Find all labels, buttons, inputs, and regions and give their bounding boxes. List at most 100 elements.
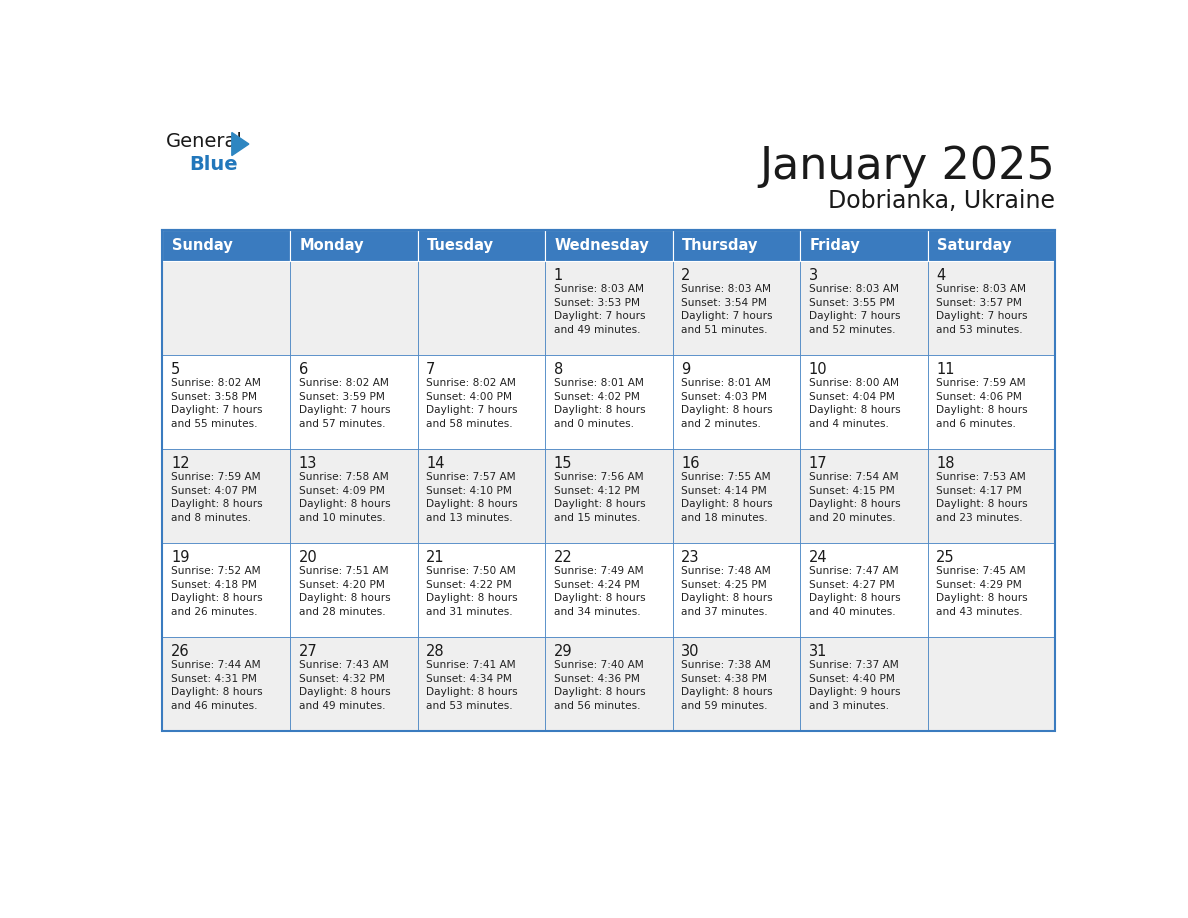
Text: Sunrise: 8:03 AM
Sunset: 3:54 PM
Daylight: 7 hours
and 51 minutes.: Sunrise: 8:03 AM Sunset: 3:54 PM Dayligh… [681, 285, 772, 335]
Bar [545, 543, 672, 637]
Text: Sunrise: 7:50 AM
Sunset: 4:22 PM
Daylight: 8 hours
and 31 minutes.: Sunrise: 7:50 AM Sunset: 4:22 PM Dayligh… [426, 566, 518, 617]
Text: 9: 9 [681, 362, 690, 377]
Text: 16: 16 [681, 456, 700, 471]
Bar [672, 355, 801, 449]
Bar [545, 261, 672, 355]
Text: Sunday: Sunday [172, 238, 233, 253]
Bar [417, 261, 545, 355]
Bar [417, 637, 545, 731]
Text: Sunrise: 8:01 AM
Sunset: 4:02 PM
Daylight: 8 hours
and 0 minutes.: Sunrise: 8:01 AM Sunset: 4:02 PM Dayligh… [554, 378, 645, 429]
Bar [801, 543, 928, 637]
Polygon shape [232, 132, 248, 155]
Text: 5: 5 [171, 362, 181, 377]
Text: 7: 7 [426, 362, 436, 377]
Text: Sunrise: 8:02 AM
Sunset: 4:00 PM
Daylight: 7 hours
and 58 minutes.: Sunrise: 8:02 AM Sunset: 4:00 PM Dayligh… [426, 378, 518, 429]
Bar [672, 543, 801, 637]
Text: Sunrise: 7:40 AM
Sunset: 4:36 PM
Daylight: 8 hours
and 56 minutes.: Sunrise: 7:40 AM Sunset: 4:36 PM Dayligh… [554, 660, 645, 711]
Text: Sunrise: 7:43 AM
Sunset: 4:32 PM
Daylight: 8 hours
and 49 minutes.: Sunrise: 7:43 AM Sunset: 4:32 PM Dayligh… [298, 660, 390, 711]
Bar [163, 355, 290, 449]
Text: General: General [166, 131, 244, 151]
Text: Sunrise: 7:38 AM
Sunset: 4:38 PM
Daylight: 8 hours
and 59 minutes.: Sunrise: 7:38 AM Sunset: 4:38 PM Dayligh… [681, 660, 772, 711]
Text: Sunrise: 7:59 AM
Sunset: 4:07 PM
Daylight: 8 hours
and 8 minutes.: Sunrise: 7:59 AM Sunset: 4:07 PM Dayligh… [171, 472, 263, 523]
Text: 4: 4 [936, 268, 946, 283]
Text: January 2025: January 2025 [759, 145, 1055, 188]
Text: Sunrise: 7:48 AM
Sunset: 4:25 PM
Daylight: 8 hours
and 37 minutes.: Sunrise: 7:48 AM Sunset: 4:25 PM Dayligh… [681, 566, 772, 617]
Bar [417, 543, 545, 637]
Text: Sunrise: 7:47 AM
Sunset: 4:27 PM
Daylight: 8 hours
and 40 minutes.: Sunrise: 7:47 AM Sunset: 4:27 PM Dayligh… [809, 566, 901, 617]
Text: 12: 12 [171, 456, 190, 471]
Text: 28: 28 [426, 644, 444, 659]
Text: Sunrise: 8:03 AM
Sunset: 3:53 PM
Daylight: 7 hours
and 49 minutes.: Sunrise: 8:03 AM Sunset: 3:53 PM Dayligh… [554, 285, 645, 335]
Text: Sunrise: 8:03 AM
Sunset: 3:55 PM
Daylight: 7 hours
and 52 minutes.: Sunrise: 8:03 AM Sunset: 3:55 PM Dayligh… [809, 285, 901, 335]
Bar [163, 230, 1055, 731]
Bar [672, 637, 801, 731]
Text: 13: 13 [298, 456, 317, 471]
Bar [290, 261, 417, 355]
Bar [928, 637, 1055, 731]
Text: Thursday: Thursday [682, 238, 758, 253]
Text: 8: 8 [554, 362, 563, 377]
Text: Sunrise: 7:57 AM
Sunset: 4:10 PM
Daylight: 8 hours
and 13 minutes.: Sunrise: 7:57 AM Sunset: 4:10 PM Dayligh… [426, 472, 518, 523]
Text: Sunrise: 7:49 AM
Sunset: 4:24 PM
Daylight: 8 hours
and 34 minutes.: Sunrise: 7:49 AM Sunset: 4:24 PM Dayligh… [554, 566, 645, 617]
Bar [928, 355, 1055, 449]
Bar [801, 449, 928, 543]
Text: 15: 15 [554, 456, 573, 471]
Bar [417, 230, 545, 261]
Text: Saturday: Saturday [937, 238, 1011, 253]
Text: Sunrise: 8:00 AM
Sunset: 4:04 PM
Daylight: 8 hours
and 4 minutes.: Sunrise: 8:00 AM Sunset: 4:04 PM Dayligh… [809, 378, 901, 429]
Text: 17: 17 [809, 456, 827, 471]
Text: Wednesday: Wednesday [555, 238, 649, 253]
Text: Tuesday: Tuesday [426, 238, 494, 253]
Text: 25: 25 [936, 550, 955, 565]
Text: 22: 22 [554, 550, 573, 565]
Text: Sunrise: 8:02 AM
Sunset: 3:58 PM
Daylight: 7 hours
and 55 minutes.: Sunrise: 8:02 AM Sunset: 3:58 PM Dayligh… [171, 378, 263, 429]
Text: 2: 2 [681, 268, 690, 283]
Text: 6: 6 [298, 362, 308, 377]
Text: Sunrise: 7:37 AM
Sunset: 4:40 PM
Daylight: 9 hours
and 3 minutes.: Sunrise: 7:37 AM Sunset: 4:40 PM Dayligh… [809, 660, 901, 711]
Bar [163, 261, 290, 355]
Text: 24: 24 [809, 550, 827, 565]
Bar [672, 261, 801, 355]
Text: 26: 26 [171, 644, 190, 659]
Bar [163, 230, 290, 261]
Text: Sunrise: 8:03 AM
Sunset: 3:57 PM
Daylight: 7 hours
and 53 minutes.: Sunrise: 8:03 AM Sunset: 3:57 PM Dayligh… [936, 285, 1028, 335]
Bar [417, 449, 545, 543]
Bar [163, 637, 290, 731]
Bar [545, 637, 672, 731]
Bar [672, 230, 801, 261]
Text: Sunrise: 7:54 AM
Sunset: 4:15 PM
Daylight: 8 hours
and 20 minutes.: Sunrise: 7:54 AM Sunset: 4:15 PM Dayligh… [809, 472, 901, 523]
Bar [928, 449, 1055, 543]
Text: Blue: Blue [190, 155, 239, 174]
Text: 20: 20 [298, 550, 317, 565]
Text: Sunrise: 7:59 AM
Sunset: 4:06 PM
Daylight: 8 hours
and 6 minutes.: Sunrise: 7:59 AM Sunset: 4:06 PM Dayligh… [936, 378, 1028, 429]
Text: Sunrise: 7:51 AM
Sunset: 4:20 PM
Daylight: 8 hours
and 28 minutes.: Sunrise: 7:51 AM Sunset: 4:20 PM Dayligh… [298, 566, 390, 617]
Bar [672, 449, 801, 543]
Bar [801, 637, 928, 731]
Text: 19: 19 [171, 550, 189, 565]
Text: Sunrise: 8:01 AM
Sunset: 4:03 PM
Daylight: 8 hours
and 2 minutes.: Sunrise: 8:01 AM Sunset: 4:03 PM Dayligh… [681, 378, 772, 429]
Bar [290, 449, 417, 543]
Bar [801, 261, 928, 355]
Text: Sunrise: 7:55 AM
Sunset: 4:14 PM
Daylight: 8 hours
and 18 minutes.: Sunrise: 7:55 AM Sunset: 4:14 PM Dayligh… [681, 472, 772, 523]
Bar [290, 230, 417, 261]
Bar [163, 449, 290, 543]
Text: Sunrise: 7:53 AM
Sunset: 4:17 PM
Daylight: 8 hours
and 23 minutes.: Sunrise: 7:53 AM Sunset: 4:17 PM Dayligh… [936, 472, 1028, 523]
Bar [290, 637, 417, 731]
Text: 29: 29 [554, 644, 573, 659]
Text: 10: 10 [809, 362, 827, 377]
Bar [417, 355, 545, 449]
Text: Sunrise: 7:58 AM
Sunset: 4:09 PM
Daylight: 8 hours
and 10 minutes.: Sunrise: 7:58 AM Sunset: 4:09 PM Dayligh… [298, 472, 390, 523]
Bar [928, 261, 1055, 355]
Bar [928, 230, 1055, 261]
Text: 27: 27 [298, 644, 317, 659]
Bar [801, 355, 928, 449]
Text: Sunrise: 7:44 AM
Sunset: 4:31 PM
Daylight: 8 hours
and 46 minutes.: Sunrise: 7:44 AM Sunset: 4:31 PM Dayligh… [171, 660, 263, 711]
Text: Monday: Monday [299, 238, 364, 253]
Text: Sunrise: 8:02 AM
Sunset: 3:59 PM
Daylight: 7 hours
and 57 minutes.: Sunrise: 8:02 AM Sunset: 3:59 PM Dayligh… [298, 378, 390, 429]
Bar [801, 230, 928, 261]
Text: 14: 14 [426, 456, 444, 471]
Text: 21: 21 [426, 550, 444, 565]
Text: Friday: Friday [809, 238, 860, 253]
Text: 1: 1 [554, 268, 563, 283]
Bar [545, 355, 672, 449]
